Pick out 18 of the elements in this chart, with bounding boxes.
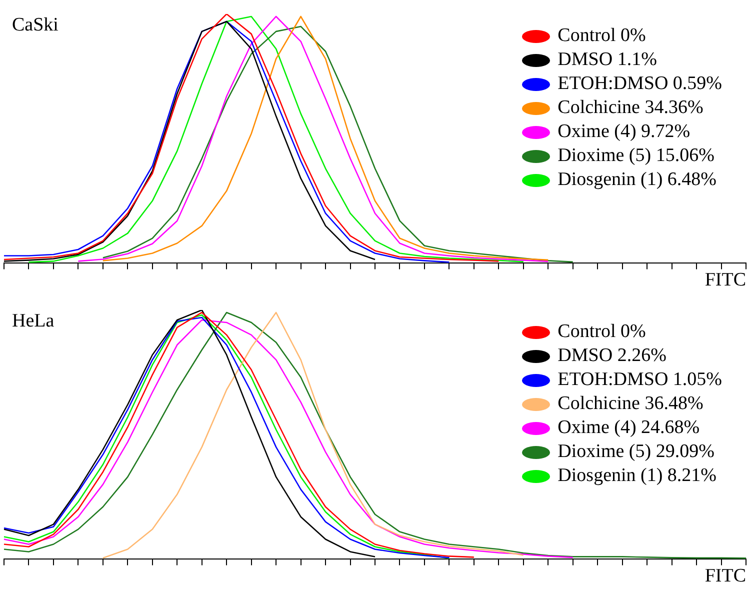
legend-label: Oxime (4) 24.68% [558,416,700,440]
x-axis-title: FITC [704,566,746,587]
legend-label: Colchicine 36.48% [558,392,704,416]
legend-label: Colchicine 34.36% [558,96,704,120]
legend-label: Dioxime (5) 15.06% [558,144,714,168]
chart-title: CaSki [12,14,58,36]
legend-label: ETOH:DMSO 1.05% [558,368,722,392]
legend-label: Control 0% [558,320,646,344]
x-axis-title: FITC [704,270,746,291]
legend-label: Oxime (4) 9.72% [558,120,690,144]
legend-label: Dioxime (5) 29.09% [558,440,714,464]
legend-label: Diosgenin (1) 8.21% [558,464,717,488]
legend-label: ETOH:DMSO 0.59% [558,72,722,96]
legend-label: DMSO 1.1% [558,48,657,72]
chart-title: HeLa [12,310,55,332]
legend-label: Control 0% [558,24,646,48]
legend-label: DMSO 2.26% [558,344,666,368]
legend-label: Diosgenin (1) 6.48% [558,168,717,192]
